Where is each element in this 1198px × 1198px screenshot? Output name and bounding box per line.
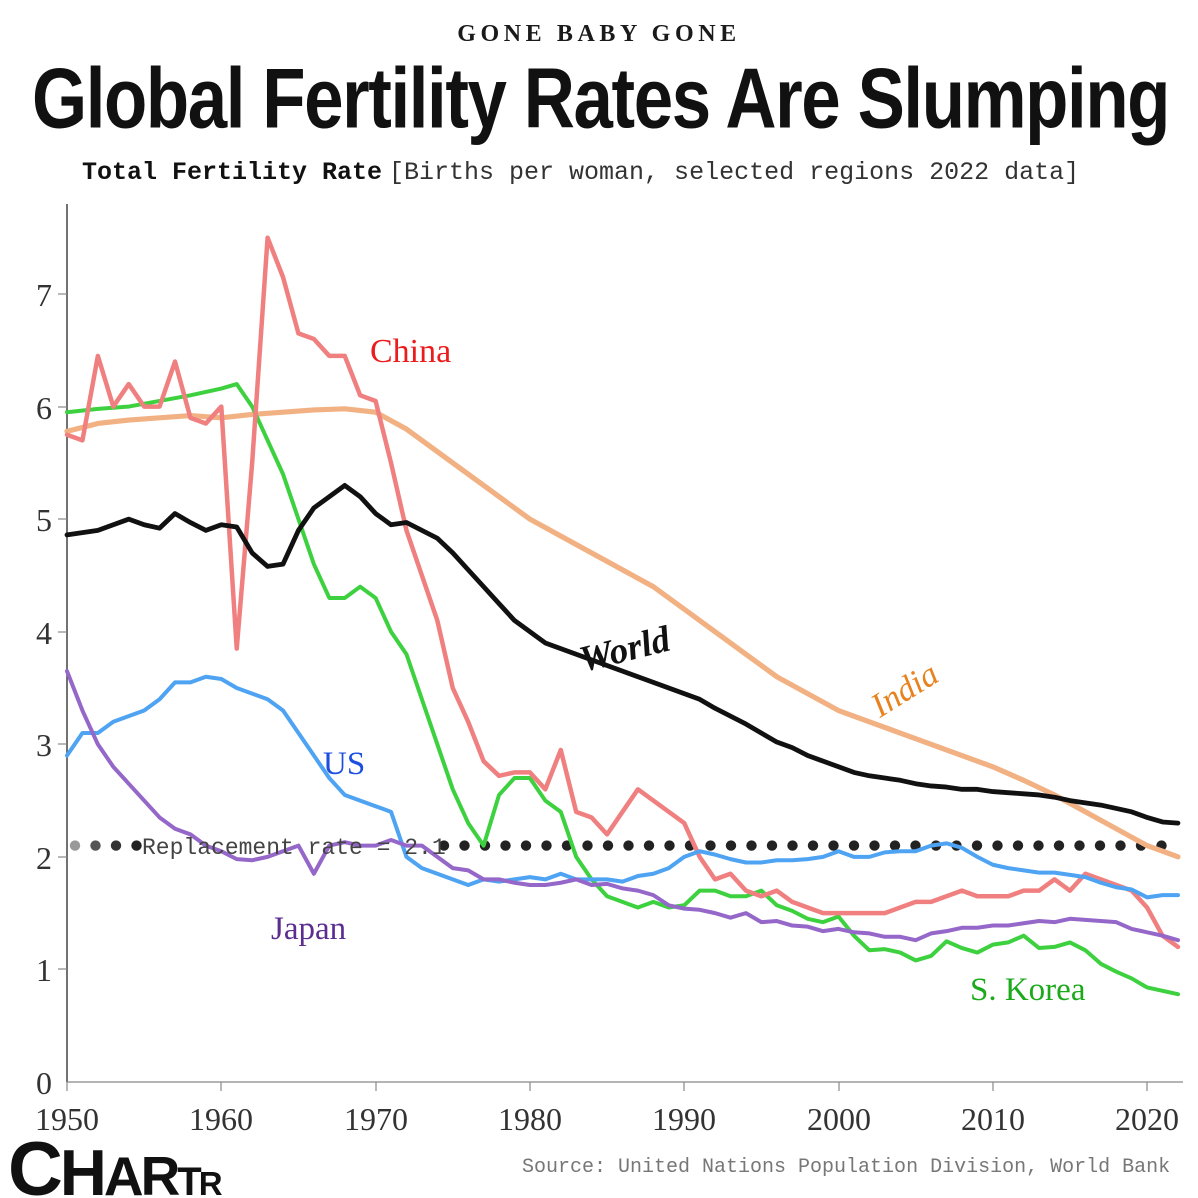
svg-text:1950: 1950 — [35, 1101, 99, 1137]
svg-text:Japan: Japan — [271, 911, 346, 947]
svg-text:Replacement rate = 2.1: Replacement rate = 2.1 — [142, 835, 446, 861]
svg-text:China: China — [370, 333, 451, 370]
svg-text:S. Korea: S. Korea — [970, 972, 1086, 1008]
svg-text:7: 7 — [36, 277, 52, 313]
svg-text:1990: 1990 — [652, 1101, 716, 1137]
svg-text:India: India — [864, 655, 945, 725]
svg-text:2010: 2010 — [961, 1101, 1025, 1137]
svg-text:US: US — [323, 746, 365, 782]
svg-text:1980: 1980 — [498, 1101, 562, 1137]
svg-text:3: 3 — [36, 727, 52, 763]
svg-text:2: 2 — [36, 840, 52, 876]
svg-text:1970: 1970 — [344, 1101, 408, 1137]
svg-text:5: 5 — [36, 502, 52, 538]
svg-text:1: 1 — [36, 952, 52, 988]
svg-text:6: 6 — [36, 390, 52, 426]
svg-text:4: 4 — [36, 615, 52, 651]
svg-text:1960: 1960 — [189, 1101, 253, 1137]
svg-text:2020: 2020 — [1115, 1101, 1179, 1137]
svg-text:2000: 2000 — [807, 1101, 871, 1137]
svg-text:0: 0 — [36, 1065, 52, 1101]
